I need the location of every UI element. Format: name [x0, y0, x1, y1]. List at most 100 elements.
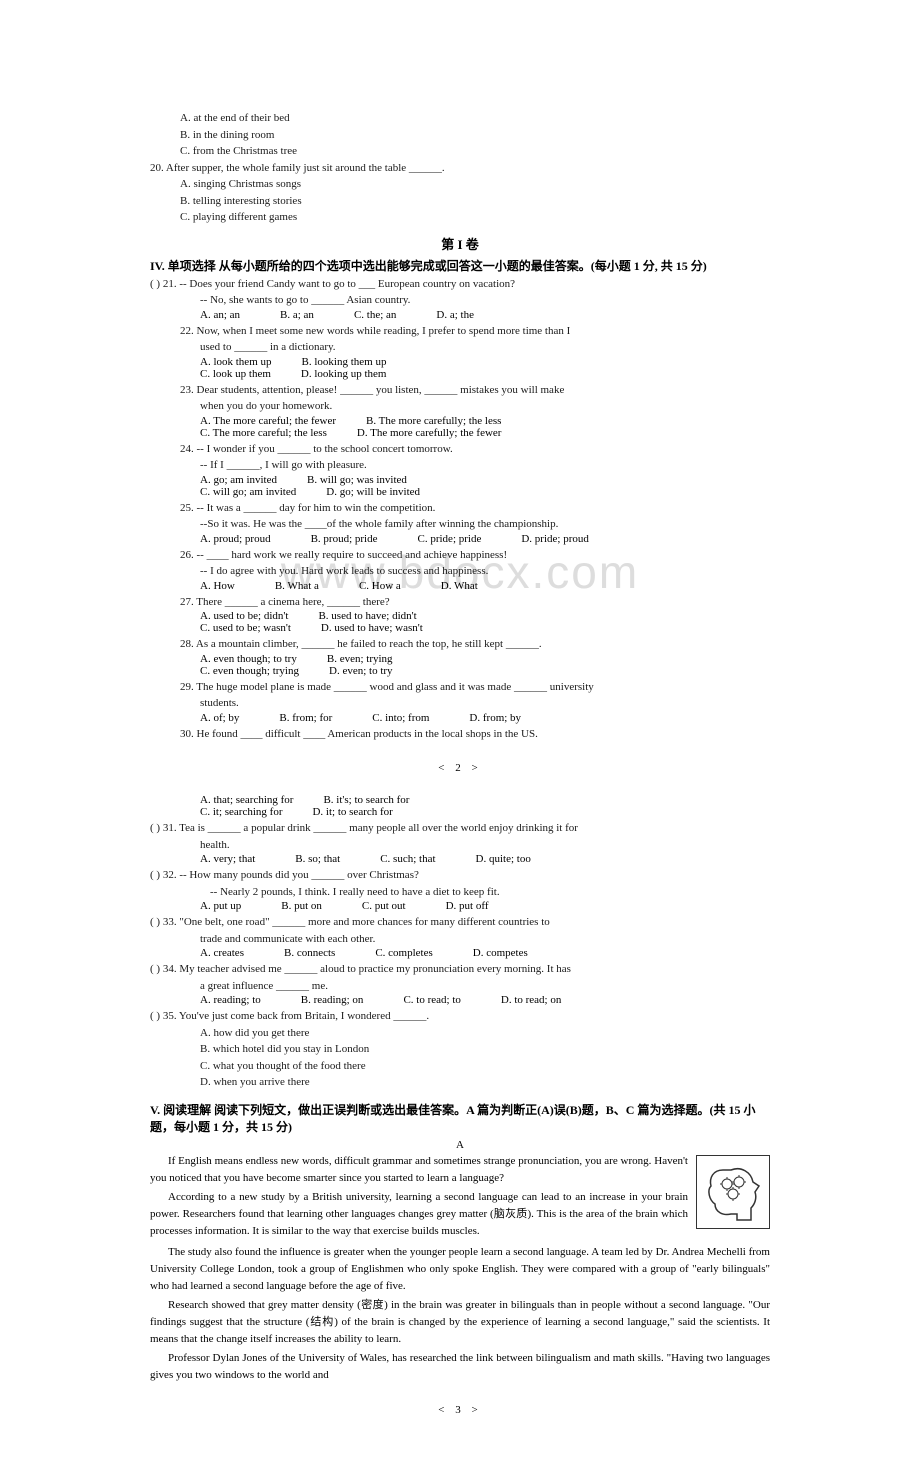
q34-option-a: A. reading; to	[200, 994, 261, 1006]
q33-option-a: A. creates	[200, 947, 244, 959]
q24-options-row1: A. go; am invited B. will go; was invite…	[200, 474, 770, 486]
q30-option-a: A. that; searching for	[200, 794, 293, 806]
q21-stem-1: ( ) 21. -- Does your friend Candy want t…	[150, 276, 770, 293]
q23-option-a: A. The more careful; the fewer	[200, 415, 336, 427]
q28-stem: 28. As a mountain climber, ______ he fai…	[180, 636, 770, 653]
q20-stem: 20. After supper, the whole family just …	[150, 160, 770, 177]
q24-option-a: A. go; am invited	[200, 474, 277, 486]
q32-option-a: A. put up	[200, 900, 241, 912]
section-1-title: 第 I 卷	[150, 234, 770, 253]
q20-option-a: A. singing Christmas songs	[180, 176, 770, 193]
q22-options-row1: A. look them up B. looking them up	[200, 356, 770, 368]
q32-stem-2: -- Nearly 2 pounds, I think. I really ne…	[210, 884, 770, 901]
passage-a-p2: According to a new study by a British un…	[150, 1189, 770, 1240]
q32-option-d: D. put off	[446, 900, 489, 912]
q23-stem-2: when you do your homework.	[200, 398, 770, 415]
brain-icon-svg	[703, 1162, 763, 1222]
q21-option-d: D. a; the	[436, 309, 474, 321]
q26-stem-2: -- I do agree with you. Hard work leads …	[200, 563, 770, 580]
q26-option-b: B. What a	[275, 580, 319, 592]
q22-option-d: D. looking up them	[301, 368, 387, 380]
q26-stem-1: 26. -- ____ hard work we really require …	[180, 547, 770, 564]
q27-option-c: C. used to be; wasn't	[200, 622, 291, 634]
q26-option-c: C. How a	[359, 580, 401, 592]
q19-option-b: B. in the dining room	[180, 127, 770, 144]
q26-options: A. How B. What a C. How a D. What	[200, 580, 770, 592]
q33-stem-1: ( ) 33. "One belt, one road" ______ more…	[150, 914, 770, 931]
q34-stem-2: a great influence ______ me.	[200, 978, 770, 995]
q28-option-d: D. even; to try	[329, 665, 393, 677]
q34-options: A. reading; to B. reading; on C. to read…	[200, 994, 770, 1006]
q28-options-row2: C. even though; trying D. even; to try	[200, 665, 770, 677]
q23-options-row2: C. The more careful; the less D. The mor…	[200, 427, 770, 439]
q27-options-row2: C. used to be; wasn't D. used to have; w…	[200, 622, 770, 634]
q22-option-c: C. look up them	[200, 368, 271, 380]
q30-stem: 30. He found ____ difficult ____ America…	[180, 726, 770, 743]
q21-option-c: C. the; an	[354, 309, 396, 321]
q25-options: A. proud; proud B. proud; pride C. pride…	[200, 533, 770, 545]
q29-stem-1: 29. The huge model plane is made ______ …	[180, 679, 770, 696]
q22-option-b: B. looking them up	[302, 356, 387, 368]
q34-stem-1: ( ) 34. My teacher advised me ______ alo…	[150, 961, 770, 978]
q32-options: A. put up B. put on C. put out D. put of…	[200, 900, 770, 912]
q23-option-d: D. The more carefully; the fewer	[357, 427, 502, 439]
q19-option-c: C. from the Christmas tree	[180, 143, 770, 160]
q32-stem-1: ( ) 32. -- How many pounds did you _____…	[150, 867, 770, 884]
q30-option-c: C. it; searching for	[200, 806, 282, 818]
q23-option-b: B. The more carefully; the less	[366, 415, 501, 427]
q30-options-row1: A. that; searching for B. it's; to searc…	[200, 794, 770, 806]
q31-option-c: C. such; that	[380, 853, 435, 865]
q24-option-c: C. will go; am invited	[200, 486, 296, 498]
q31-options: A. very; that B. so; that C. such; that …	[200, 853, 770, 865]
q34-option-b: B. reading; on	[301, 994, 364, 1006]
q29-options: A. of; by B. from; for C. into; from D. …	[200, 712, 770, 724]
page-2: A. at the end of their bed B. in the din…	[0, 0, 920, 1466]
q25-option-a: A. proud; proud	[200, 533, 271, 545]
passage-a-p5: Professor Dylan Jones of the University …	[150, 1350, 770, 1384]
q22-stem-1: 22. Now, when I meet some new words whil…	[180, 323, 770, 340]
q32-option-b: B. put on	[281, 900, 322, 912]
passage-a-wrapper: If English means endless new words, diff…	[150, 1153, 770, 1242]
q22-option-a: A. look them up	[200, 356, 272, 368]
q27-option-d: D. used to have; wasn't	[321, 622, 423, 634]
q29-option-b: B. from; for	[279, 712, 332, 724]
q35-option-a: A. how did you get there	[200, 1025, 770, 1042]
document-content: A. at the end of their bed B. in the din…	[0, 0, 920, 1466]
q22-options-row2: C. look up them D. looking up them	[200, 368, 770, 380]
q21-options: A. an; an B. a; an C. the; an D. a; the	[200, 309, 770, 321]
q30-options-row2: C. it; searching for D. it; to search fo…	[200, 806, 770, 818]
q25-option-c: C. pride; pride	[418, 533, 482, 545]
q20-option-c: C. playing different games	[180, 209, 770, 226]
q26-option-d: D. What	[441, 580, 478, 592]
q35-option-b: B. which hotel did you stay in London	[200, 1041, 770, 1058]
q24-stem-2: -- If I ______, I will go with pleasure.	[200, 457, 770, 474]
q31-option-d: D. quite; too	[476, 853, 531, 865]
q33-option-d: D. competes	[473, 947, 528, 959]
q30-option-b: B. it's; to search for	[323, 794, 409, 806]
q30-option-d: D. it; to search for	[312, 806, 392, 818]
passage-a-p3: The study also found the influence is gr…	[150, 1244, 770, 1295]
page-number-2: < 2 >	[150, 762, 770, 774]
q29-option-c: C. into; from	[372, 712, 429, 724]
q35-stem: ( ) 35. You've just come back from Brita…	[150, 1008, 770, 1025]
q28-option-c: C. even though; trying	[200, 665, 299, 677]
q24-option-b: B. will go; was invited	[307, 474, 407, 486]
q27-stem: 27. There ______ a cinema here, ______ t…	[180, 594, 770, 611]
q27-option-b: B. used to have; didn't	[318, 610, 416, 622]
q29-option-d: D. from; by	[469, 712, 521, 724]
q28-options-row1: A. even though; to try B. even; trying	[200, 653, 770, 665]
q25-option-b: B. proud; pride	[311, 533, 378, 545]
q27-option-a: A. used to be; didn't	[200, 610, 288, 622]
q31-stem-1: ( ) 31. Tea is ______ a popular drink __…	[150, 820, 770, 837]
q33-options: A. creates B. connects C. completes D. c…	[200, 947, 770, 959]
q23-options-row1: A. The more careful; the fewer B. The mo…	[200, 415, 770, 427]
q32-option-c: C. put out	[362, 900, 406, 912]
q26-option-a: A. How	[200, 580, 235, 592]
q33-stem-2: trade and communicate with each other.	[200, 931, 770, 948]
q35-option-c: C. what you thought of the food there	[200, 1058, 770, 1075]
q20-option-b: B. telling interesting stories	[180, 193, 770, 210]
passage-a-p1: If English means endless new words, diff…	[150, 1153, 770, 1187]
q29-option-a: A. of; by	[200, 712, 239, 724]
q34-option-c: C. to read; to	[403, 994, 460, 1006]
q24-options-row2: C. will go; am invited D. go; will be in…	[200, 486, 770, 498]
